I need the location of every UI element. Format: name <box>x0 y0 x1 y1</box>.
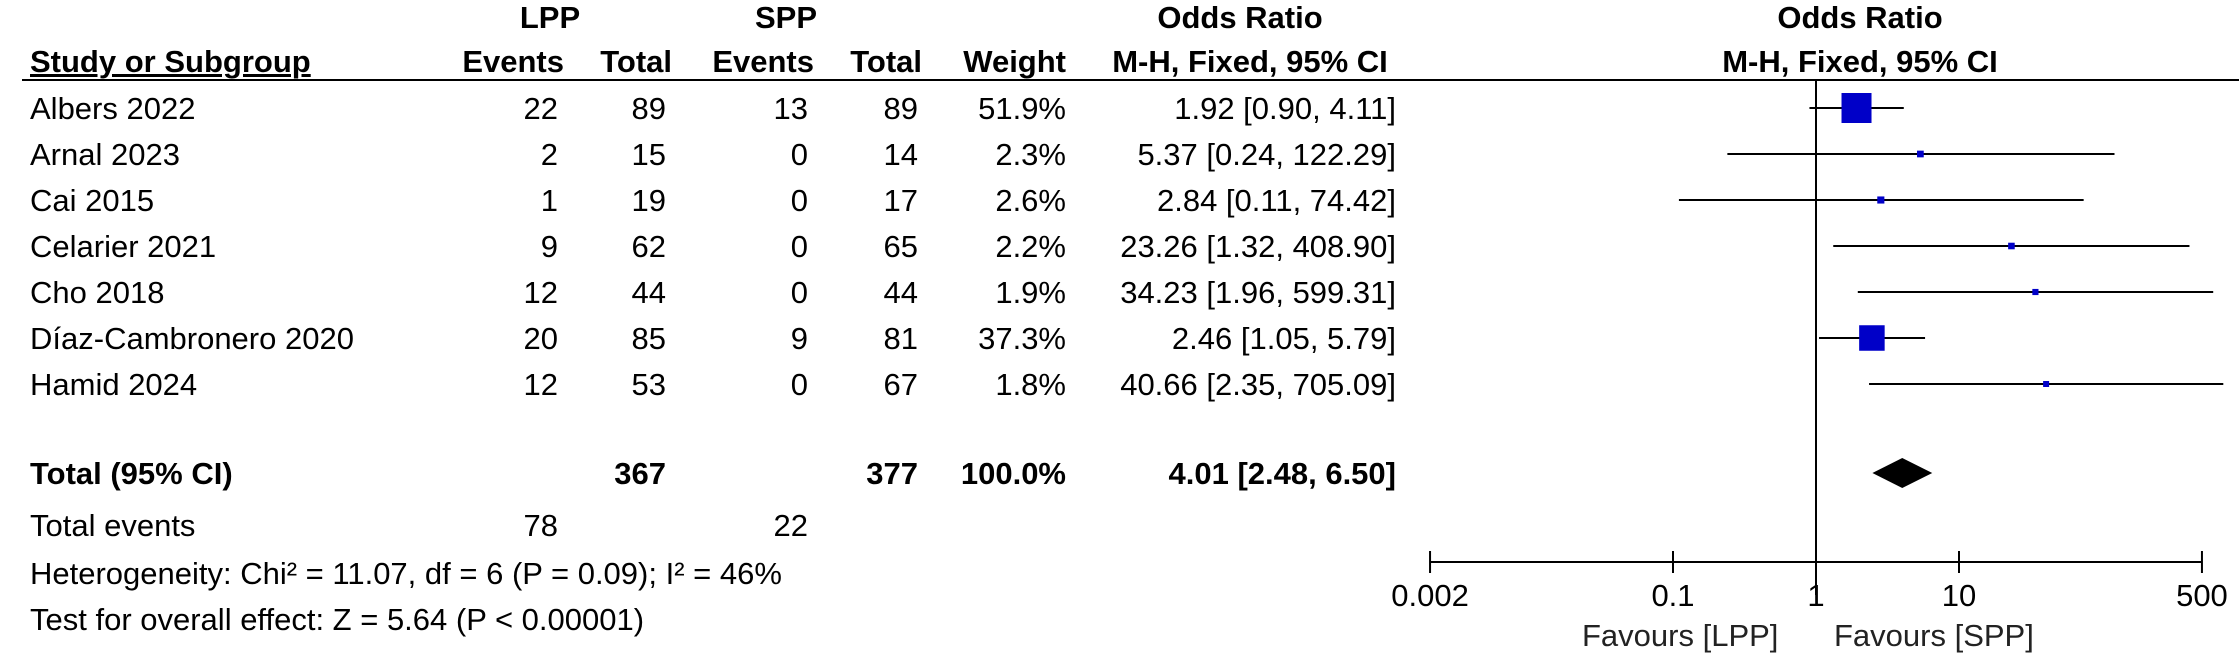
odds-ratio-ci: 40.66 [2.35, 705.09] <box>1120 367 1396 402</box>
study-marker <box>2008 242 2015 250</box>
total-spp: 14 <box>883 137 918 172</box>
events1-column-header: Events <box>462 44 564 79</box>
odds-ratio-plot-header: Odds Ratio <box>1777 0 1943 35</box>
study-name: Cai 2015 <box>30 183 155 218</box>
x-tick-label: 500 <box>2176 578 2228 613</box>
total-ci: 4.01 [2.48, 6.50] <box>1168 456 1397 491</box>
weight: 1.8% <box>995 367 1066 402</box>
events-lpp: 12 <box>523 367 558 402</box>
study-name: Díaz-Cambronero 2020 <box>30 321 354 356</box>
total-spp: 17 <box>883 183 918 218</box>
x-tick-label: 0.1 <box>1651 578 1694 613</box>
events-lpp: 12 <box>523 275 558 310</box>
weight-column-header: Weight <box>963 44 1066 79</box>
events-lpp: 9 <box>540 229 558 264</box>
odds-ratio-ci: 2.46 [1.05, 5.79] <box>1171 321 1396 356</box>
total-spp: 89 <box>883 91 918 126</box>
study-marker <box>2032 288 2039 296</box>
events-lpp: 20 <box>523 321 558 356</box>
total-spp: 44 <box>883 275 918 310</box>
total-events-label: Total events <box>30 508 196 543</box>
weight: 2.6% <box>995 183 1066 218</box>
odds-ratio-ci: 1.92 [0.90, 4.11] <box>1174 91 1396 126</box>
events-spp: 13 <box>773 91 808 126</box>
study-marker <box>1859 325 1885 351</box>
events-spp: 0 <box>790 137 808 172</box>
method-plot-header: M-H, Fixed, 95% CI <box>1722 44 1998 79</box>
total-lpp: 15 <box>631 137 666 172</box>
group-header-lpp: LPP <box>519 0 581 35</box>
events-spp: 0 <box>790 183 808 218</box>
odds-ratio-table-header: Odds Ratio <box>1157 0 1323 35</box>
study-name: Cho 2018 <box>30 275 165 310</box>
weight: 1.9% <box>995 275 1066 310</box>
favours-left-label: Favours [LPP] <box>1582 618 1779 653</box>
study-name: Celarier 2021 <box>30 229 217 264</box>
total-events-lpp: 78 <box>523 508 558 543</box>
study-name: Hamid 2024 <box>30 367 198 402</box>
heterogeneity-text: Heterogeneity: Chi² = 11.07, df = 6 (P =… <box>30 556 782 591</box>
favours-right-label: Favours [SPP] <box>1834 618 2034 653</box>
odds-ratio-ci: 5.37 [0.24, 122.29] <box>1137 137 1396 172</box>
total-label: Total (95% CI) <box>30 456 233 491</box>
total2-column-header: Total <box>850 44 922 79</box>
group-header-spp: SPP <box>754 0 818 35</box>
total-lpp: 89 <box>631 91 666 126</box>
x-tick-label: 0.002 <box>1391 578 1469 613</box>
total-spp: 81 <box>883 321 918 356</box>
events-spp: 0 <box>790 275 808 310</box>
overall-effect-text: Test for overall effect: Z = 5.64 (P < 0… <box>30 602 645 637</box>
x-tick-label: 10 <box>1942 578 1976 613</box>
total-spp: 377 <box>866 456 918 491</box>
study-marker <box>1917 150 1924 158</box>
study-marker <box>2043 381 2050 387</box>
header-rule <box>22 79 2239 81</box>
events2-column-header: Events <box>712 44 814 79</box>
odds-ratio-ci: 23.26 [1.32, 408.90] <box>1120 229 1396 264</box>
events-spp: 0 <box>790 367 808 402</box>
events-spp: 9 <box>790 321 808 356</box>
total-lpp: 44 <box>631 275 666 310</box>
events-spp: 0 <box>790 229 808 264</box>
events-lpp: 2 <box>540 137 558 172</box>
x-tick-label: 1 <box>1807 578 1824 613</box>
study-name: Albers 2022 <box>30 91 196 126</box>
pooled-diamond <box>1872 458 1933 488</box>
study-name: Arnal 2023 <box>30 137 180 172</box>
total1-column-header: Total <box>600 44 672 79</box>
total-lpp: 85 <box>631 321 666 356</box>
weight: 2.2% <box>995 229 1066 264</box>
study-marker <box>1877 196 1885 204</box>
total-events-spp: 22 <box>773 508 808 543</box>
total-lpp: 62 <box>631 229 666 264</box>
odds-ratio-ci: 34.23 [1.96, 599.31] <box>1120 275 1396 310</box>
events-lpp: 22 <box>523 91 558 126</box>
total-lpp: 53 <box>631 367 666 402</box>
odds-ratio-ci: 2.84 [0.11, 74.42] <box>1156 183 1396 218</box>
weight: 51.9% <box>978 91 1066 126</box>
weight: 37.3% <box>978 321 1066 356</box>
events-lpp: 1 <box>540 183 558 218</box>
weight: 2.3% <box>995 137 1066 172</box>
study-column-header: Study or Subgroup <box>30 44 311 79</box>
study-marker <box>1841 93 1872 123</box>
total-weight: 100.0% <box>960 456 1066 491</box>
total-lpp: 19 <box>631 183 666 218</box>
total-spp: 65 <box>883 229 918 264</box>
total-lpp: 367 <box>614 456 666 491</box>
total-spp: 67 <box>883 367 918 402</box>
method-table-header: M-H, Fixed, 95% CI <box>1112 44 1388 79</box>
